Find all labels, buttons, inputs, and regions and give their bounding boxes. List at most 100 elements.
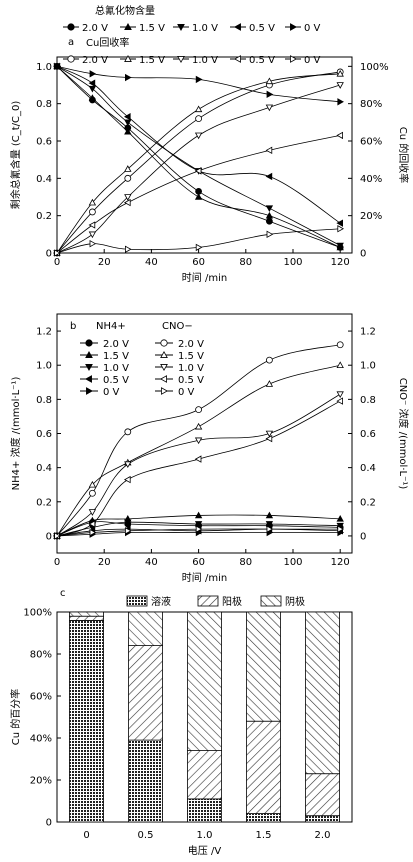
data-point-cu-1-0-v (124, 194, 132, 201)
y-tick-label: 0 (46, 249, 52, 260)
data-point-cu-1-5-v (336, 69, 344, 77)
legend-swatch (197, 595, 219, 607)
data-point-cno-1-5-v (336, 361, 344, 369)
data-point-cno-0-v (89, 528, 97, 537)
legend-label: 1.5 V (139, 23, 165, 34)
x-tick-label: 60 (192, 257, 205, 268)
data-point-nh4-1-0-v (194, 521, 203, 528)
bar-segment-0 (69, 611, 104, 617)
data-point-cno-0-5-v (88, 520, 96, 528)
data-point-cyanide-0-v (337, 98, 345, 106)
data-point-cyanide-0-v (54, 62, 61, 71)
data-point-cyanide-0-v (89, 70, 97, 78)
data-point-cu-0-v (54, 249, 61, 257)
bar-segment-0-5 (128, 645, 163, 741)
x-tick-label: 80 (239, 257, 252, 268)
legend-marker (161, 387, 169, 395)
legend-marker (290, 55, 298, 63)
data-point-cu-0-5-v (336, 131, 344, 140)
legend-marker (84, 375, 92, 383)
data-point-nh4-1-5-v (336, 515, 344, 522)
x-tick-label: 1.5 (256, 830, 272, 841)
bar-segment-1-5 (246, 720, 281, 815)
x-tick-label: 120 (331, 557, 350, 568)
x-axis-label: 电压 /V (188, 844, 222, 857)
y-tick-label-right: 0.2 (360, 497, 376, 508)
legend-label: 0 V (103, 387, 120, 398)
data-point-cno-1-0-v (265, 430, 274, 438)
y-tick-label: 0.4 (36, 174, 52, 185)
bar-segment-0 (69, 620, 104, 823)
data-point-cu-2-0-v (89, 208, 96, 216)
legend-label: 0.5 V (249, 55, 275, 66)
data-point-cu-1-0-v (88, 231, 97, 239)
data-point-cno-0-5-v (336, 397, 344, 405)
legend-label: 2.0 V (82, 55, 108, 66)
series-line-cu-1-5-v (56, 73, 341, 254)
series-line-cyanide-1-0-v (56, 65, 341, 246)
data-point-cyanide-1-5-v (265, 211, 274, 219)
y-tick-label: 1.0 (36, 361, 52, 372)
legend-marker (177, 24, 185, 32)
legend-label: 2.0 V (103, 339, 129, 350)
y-axis-label: Cu 的百分率 (9, 689, 22, 746)
data-point-cyanide-2-0-v (265, 217, 273, 225)
data-point-cno-1-5-v (194, 422, 203, 430)
y-tick-label: 0 (46, 818, 52, 829)
y-tick-label: 60% (30, 692, 52, 703)
bar-segment-0-5 (128, 739, 163, 823)
data-point-cu-1-5-v (265, 77, 274, 85)
data-point-cu-0-v (266, 230, 274, 239)
data-point-cu-1-0-v (265, 104, 274, 112)
legend-marker (233, 55, 241, 63)
y-axis-label: NH4+ 浓度 /(mmol·L⁻¹) (9, 377, 22, 491)
x-axis-label: 时间 /min (182, 271, 227, 284)
legend-marker (177, 56, 185, 64)
legend-label: 1.5 V (103, 351, 129, 362)
data-point-cyanide-1-5-v (194, 193, 203, 200)
data-point-cu-0-v (89, 239, 97, 248)
bar-segment-0 (69, 615, 104, 621)
panel-c: 0 20% 40% 60% 80% 100% 电压 /V Cu 的百分率 c 溶液 阳极 阴极 0 0.5… (9, 588, 353, 857)
data-point-cyanide-0-5-v (88, 79, 96, 87)
legend-marker (85, 339, 93, 347)
x-tick-label: 2.0 (315, 830, 331, 841)
data-point-cyanide-0-5-v (123, 113, 131, 121)
y-tick-label-right: 1.0 (360, 361, 376, 372)
x-axis-label: 时间 /min (182, 571, 227, 584)
data-point-cyanide-1-0-v (124, 119, 132, 127)
x-tick-label: 20 (98, 557, 111, 568)
legend-label: 溶液 (151, 595, 171, 608)
legend-marker (67, 55, 75, 63)
series-line-cyanide-0-v (56, 65, 341, 103)
y-tick-label-right: 60% (360, 137, 382, 148)
panel-label: a (68, 37, 74, 48)
y-tick-label-right: 20% (360, 211, 382, 222)
data-point-cno-0-5-v (265, 434, 273, 443)
legend-title: 总氰化物含量 (95, 4, 155, 17)
x-tick-label: 80 (239, 557, 252, 568)
y-tick-label: 0.2 (36, 211, 52, 222)
data-point-cu-1-5-v (88, 198, 97, 206)
legend-marker (160, 350, 168, 358)
x-tick-label: 100 (283, 557, 302, 568)
data-point-cyanide-0-5-v (336, 219, 344, 227)
x-tick-label: 0.5 (138, 830, 154, 841)
data-point-nh4-1-0-v (265, 521, 274, 528)
y-tick-label-right: 80% (360, 99, 382, 110)
data-point-cno-0-5-v (123, 475, 131, 484)
data-point-cno-0-v (54, 532, 61, 540)
legend-label: 1.5 V (139, 55, 165, 66)
data-point-cu-1-0-v (194, 132, 203, 140)
legend-marker (124, 22, 132, 30)
bar-segment-1-0 (187, 611, 222, 752)
x-tick-label: 0 (54, 257, 60, 268)
y-tick-label: 1.0 (36, 62, 52, 73)
data-point-cno-0-5-v (194, 455, 202, 463)
x-tick-label: 0 (54, 557, 60, 568)
legend-marker (290, 23, 298, 31)
legend-swatch (126, 595, 148, 607)
data-point-nh4-1-0-v (336, 522, 344, 530)
